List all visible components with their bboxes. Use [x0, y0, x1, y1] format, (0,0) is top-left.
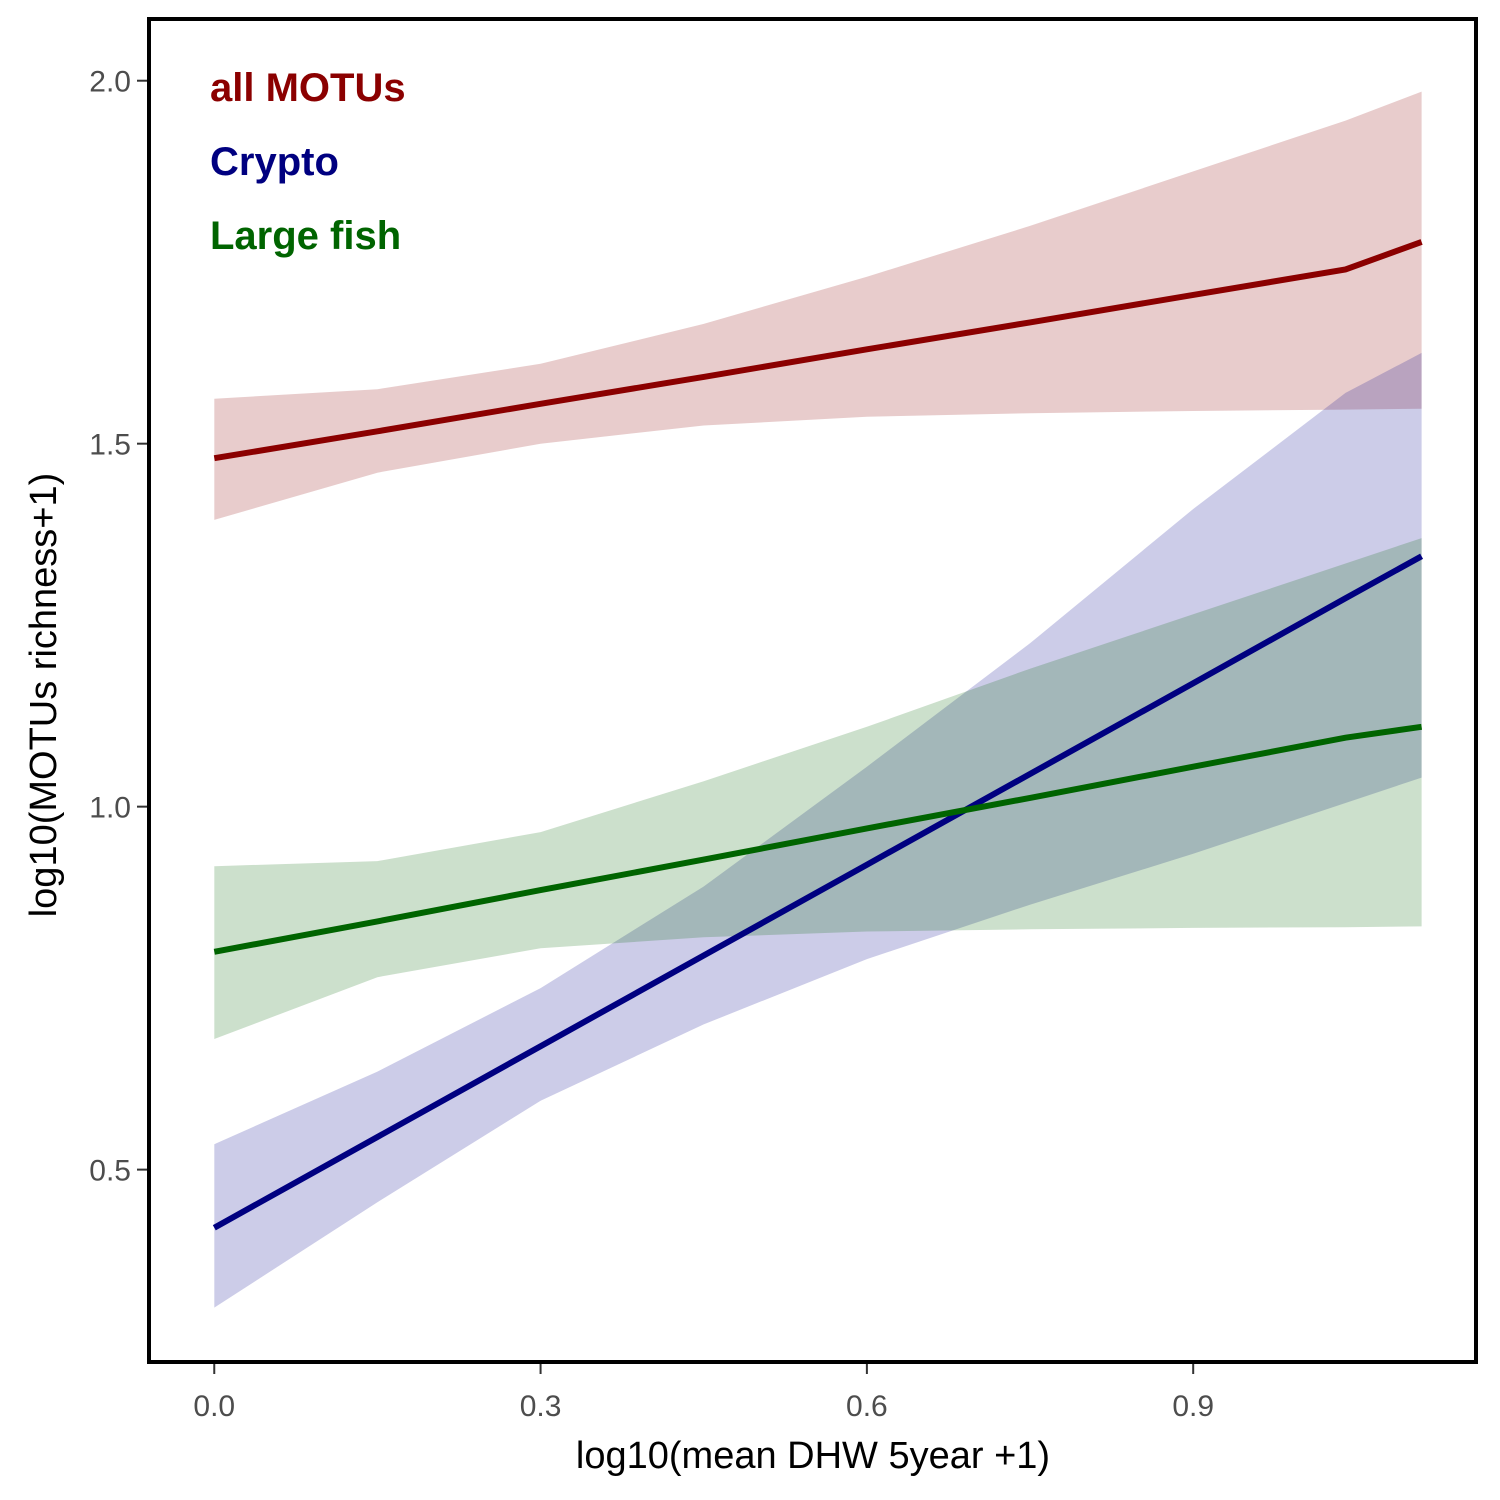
series-line-crypto — [212, 553, 1424, 1231]
series-line-large-fish — [213, 723, 1423, 955]
legend-label-large-fish: Large fish — [210, 214, 401, 258]
confidence-bands — [214, 91, 1422, 1308]
legend-label-crypto: Crypto — [210, 140, 339, 184]
y-tick-label: 1.5 — [89, 429, 131, 462]
legend-label-all-motus: all MOTUs — [210, 66, 406, 110]
x-tick-label: 0.9 — [1172, 1390, 1214, 1423]
x-axis: 0.0 0.3 0.6 0.9 — [193, 1364, 1214, 1423]
ci-band-all-motus — [214, 91, 1422, 520]
series-line-all-motus — [213, 239, 1423, 462]
y-axis-title: log10(MOTUs richness+1) — [23, 473, 65, 918]
plot-frame — [147, 17, 1478, 1364]
ci-band-large-fish — [214, 538, 1422, 1039]
x-tick-label: 0.3 — [520, 1390, 562, 1423]
series-lines — [212, 239, 1424, 1231]
ci-band-crypto — [214, 352, 1422, 1308]
x-axis-title: log10(mean DHW 5year +1) — [576, 1435, 1050, 1477]
y-tick-label: 0.5 — [89, 1155, 131, 1188]
x-tick-label: 0.6 — [846, 1390, 888, 1423]
x-tick-label: 0.0 — [193, 1390, 235, 1423]
y-tick-label: 1.0 — [89, 792, 131, 825]
legend: all MOTUs Crypto Large fish — [210, 66, 406, 258]
y-tick-label: 2.0 — [89, 66, 131, 99]
y-axis: 0.5 1.0 1.5 2.0 — [89, 66, 147, 1188]
